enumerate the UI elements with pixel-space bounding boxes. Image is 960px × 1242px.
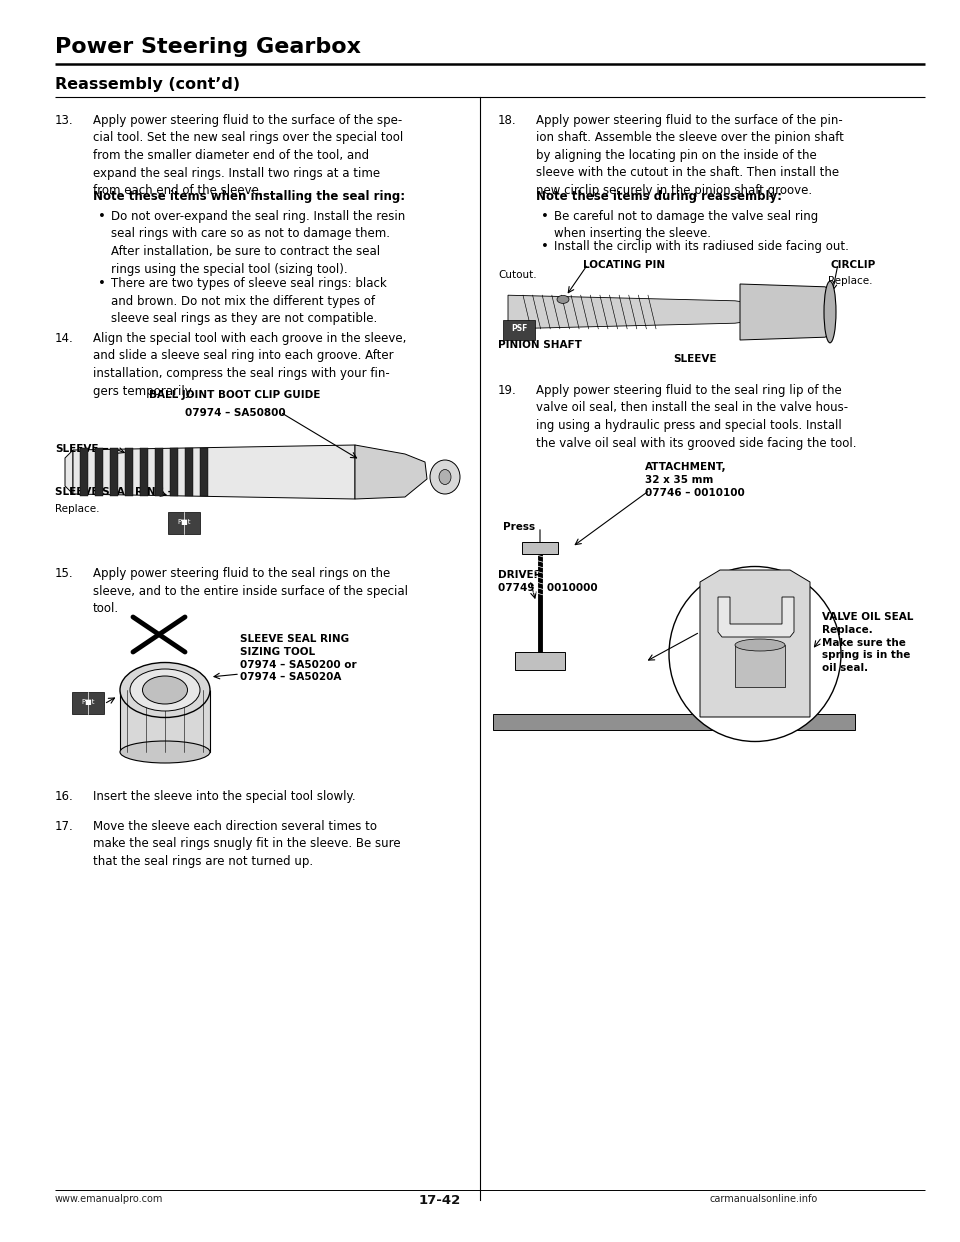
Polygon shape [170, 448, 178, 496]
Text: SLEEVE SEAL RING
SIZING TOOL
07974 – SA50200 or
07974 – SA5020A: SLEEVE SEAL RING SIZING TOOL 07974 – SA5… [240, 633, 356, 682]
Polygon shape [65, 450, 73, 494]
Text: www.emanualpro.com: www.emanualpro.com [55, 1194, 163, 1203]
Polygon shape [140, 448, 148, 496]
Text: Apply power steering fluid to the surface of the spe-
cial tool. Set the new sea: Apply power steering fluid to the surfac… [93, 114, 403, 197]
Bar [735, 645, 785, 687]
Text: 15.: 15. [55, 568, 74, 580]
Polygon shape [155, 448, 163, 496]
Bar [522, 542, 558, 554]
Polygon shape [73, 445, 355, 499]
Text: 17.: 17. [55, 820, 74, 833]
Polygon shape [355, 445, 427, 499]
Polygon shape [508, 296, 745, 329]
Text: 07974 – SA50800: 07974 – SA50800 [184, 409, 285, 419]
Text: Note these items during reassembly:: Note these items during reassembly: [536, 190, 782, 202]
Text: •: • [98, 277, 106, 289]
Polygon shape [110, 448, 118, 496]
Text: 16.: 16. [55, 790, 74, 804]
Text: •: • [541, 240, 549, 253]
Text: PINION SHAFT: PINION SHAFT [498, 340, 582, 350]
Text: SLEEVE SEAL RING —: SLEEVE SEAL RING — [55, 487, 178, 497]
Ellipse shape [130, 669, 200, 710]
Text: Do not over-expand the seal ring. Install the resin
seal rings with care so as n: Do not over-expand the seal ring. Instal… [111, 210, 405, 276]
Ellipse shape [735, 638, 785, 651]
Bar [72, 692, 104, 714]
Text: There are two types of sleeve seal rings: black
and brown. Do not mix the differ: There are two types of sleeve seal rings… [111, 277, 387, 325]
Polygon shape [515, 652, 565, 669]
Text: P■t: P■t [82, 699, 95, 705]
Text: LOCATING PIN: LOCATING PIN [583, 260, 665, 270]
Text: Apply power steering fluid to the seal rings on the
sleeve, and to the entire in: Apply power steering fluid to the seal r… [93, 568, 408, 615]
Text: Apply power steering fluid to the surface of the pin-
ion shaft. Assemble the sl: Apply power steering fluid to the surfac… [536, 114, 844, 197]
Bar [168, 512, 200, 534]
Polygon shape [718, 597, 794, 637]
Text: Apply power steering fluid to the seal ring lip of the
valve oil seal, then inst: Apply power steering fluid to the seal r… [536, 384, 856, 450]
Text: CIRCLIP: CIRCLIP [830, 260, 876, 270]
Text: 19.: 19. [498, 384, 516, 397]
Text: Align the special tool with each groove in the sleeve,
and slide a sleeve seal r: Align the special tool with each groove … [93, 332, 406, 397]
Text: •: • [98, 210, 106, 224]
Polygon shape [95, 448, 103, 496]
Text: Cutout.: Cutout. [498, 270, 537, 279]
Ellipse shape [824, 281, 836, 343]
Polygon shape [125, 448, 133, 496]
Text: Move the sleeve each direction several times to
make the seal rings snugly fit i: Move the sleeve each direction several t… [93, 820, 400, 868]
Ellipse shape [430, 460, 460, 494]
Text: carmanualsonline.info: carmanualsonline.info [710, 1194, 818, 1203]
Ellipse shape [439, 469, 451, 484]
Text: •: • [541, 210, 549, 224]
Polygon shape [740, 284, 830, 340]
Text: 18.: 18. [498, 114, 516, 127]
Text: PSF: PSF [511, 324, 527, 334]
Text: Replace.: Replace. [55, 504, 100, 514]
Polygon shape [493, 714, 855, 730]
Text: Be careful not to damage the valve seal ring
when inserting the sleeve.: Be careful not to damage the valve seal … [554, 210, 818, 241]
Text: SLEEVE—: SLEEVE— [55, 443, 108, 455]
Polygon shape [185, 448, 193, 496]
Polygon shape [700, 570, 810, 717]
Text: Power Steering Gearbox: Power Steering Gearbox [55, 37, 361, 57]
Ellipse shape [120, 741, 210, 763]
Ellipse shape [120, 662, 210, 718]
Text: Insert the sleeve into the special tool slowly.: Insert the sleeve into the special tool … [93, 790, 355, 804]
Text: 13.: 13. [55, 114, 74, 127]
Polygon shape [80, 448, 88, 496]
Text: VALVE OIL SEAL
Replace.
Make sure the
spring is in the
oil seal.: VALVE OIL SEAL Replace. Make sure the sp… [822, 612, 913, 673]
Text: Press: Press [503, 522, 535, 532]
Polygon shape [120, 691, 210, 751]
Text: ATTACHMENT,
32 x 35 mm
07746 – 0010100: ATTACHMENT, 32 x 35 mm 07746 – 0010100 [645, 462, 745, 498]
Bar [503, 320, 535, 340]
Polygon shape [200, 448, 208, 496]
Text: BALL JOINT BOOT CLIP GUIDE: BALL JOINT BOOT CLIP GUIDE [150, 390, 321, 400]
Text: P■t: P■t [178, 519, 191, 525]
Text: DRIVER
07749 – 0010000: DRIVER 07749 – 0010000 [498, 570, 598, 592]
Text: Replace.: Replace. [828, 276, 873, 286]
Ellipse shape [557, 296, 569, 303]
Text: Note these items when installing the seal ring:: Note these items when installing the sea… [93, 190, 405, 202]
Text: 14.: 14. [55, 332, 74, 345]
Text: Install the circlip with its radiused side facing out.: Install the circlip with its radiused si… [554, 240, 849, 253]
Text: SLEEVE: SLEEVE [673, 354, 717, 364]
Ellipse shape [669, 566, 841, 741]
Ellipse shape [142, 676, 187, 704]
Text: 17-42: 17-42 [419, 1194, 461, 1207]
Text: Reassembly (cont’d): Reassembly (cont’d) [55, 77, 240, 92]
